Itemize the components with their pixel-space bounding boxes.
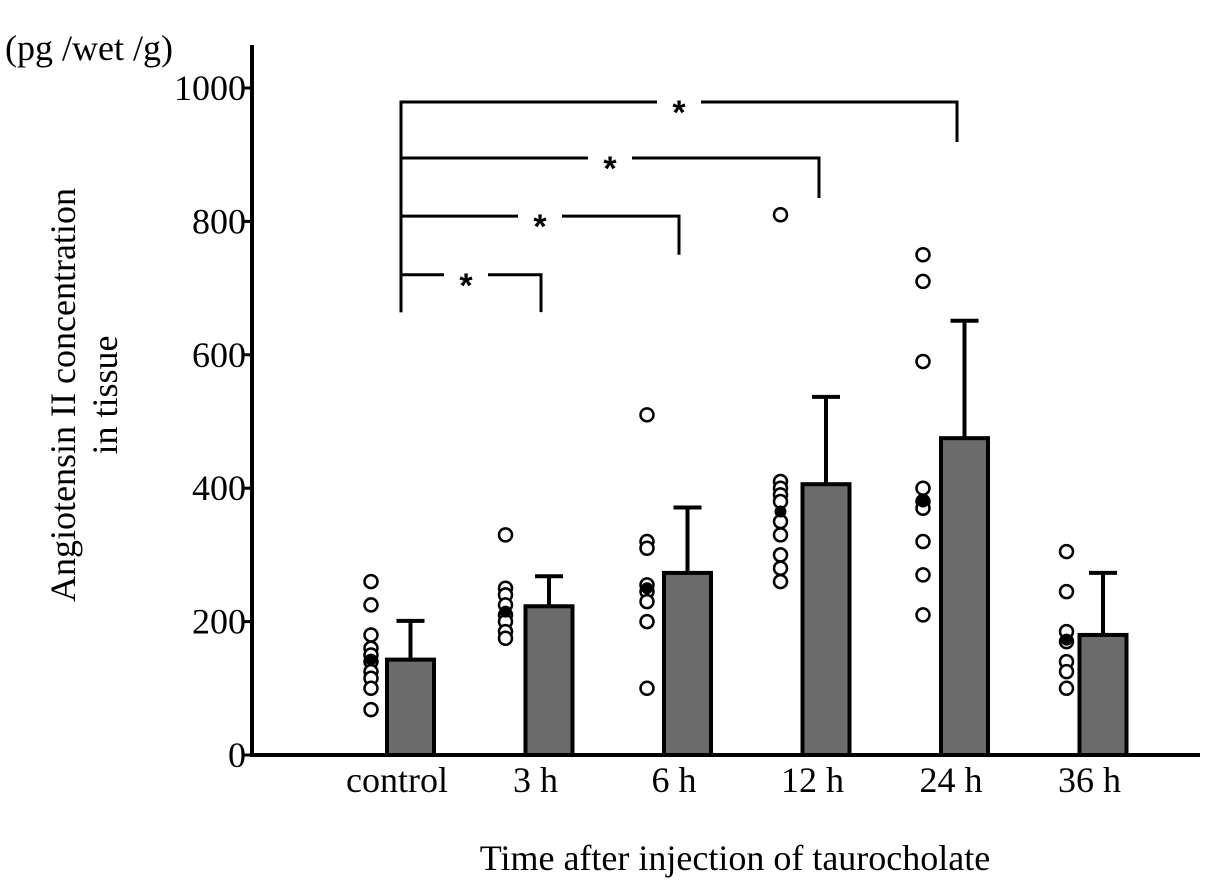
data-point [772, 206, 789, 223]
data-point [363, 573, 379, 590]
x-axis-label: Time after injection of taurocholate [480, 838, 991, 878]
y-tick-label: 0 [228, 735, 246, 775]
data-point [1058, 680, 1075, 697]
data-point [363, 597, 379, 613]
data-point [639, 613, 655, 630]
data-point [915, 273, 931, 290]
data-point [915, 607, 931, 623]
x-tick-label: 36 h [1058, 760, 1121, 800]
y-tick-label: 1000 [174, 68, 246, 108]
data-point [1058, 543, 1075, 560]
data-point [915, 247, 931, 263]
data-point [772, 573, 789, 590]
y-tick-label: 400 [192, 468, 246, 508]
bar-36h [1077, 632, 1129, 757]
median-point [1060, 633, 1073, 646]
data-point [915, 353, 931, 370]
data-point [639, 540, 655, 556]
y-tick-label: 200 [192, 602, 246, 642]
x-tick-label: control [346, 760, 448, 800]
y-axis-label-line2: in tissue [85, 335, 125, 454]
data-point [1058, 663, 1075, 680]
median-point [365, 653, 377, 666]
bar-3h [523, 604, 575, 757]
data-point [639, 680, 655, 697]
median-point [917, 495, 929, 508]
significance-star: * [459, 267, 473, 305]
data-point [772, 547, 789, 563]
bar-24h [939, 436, 990, 757]
significance-star: * [603, 150, 617, 188]
data-point [363, 701, 379, 718]
data-point [772, 527, 789, 543]
units-label: (pg /wet /g) [5, 28, 173, 68]
data-point [1058, 583, 1075, 600]
y-tick-label: 600 [192, 335, 246, 375]
significance-star: * [672, 94, 686, 132]
x-tick-label: 12 h [781, 760, 844, 800]
bar-6h [662, 570, 713, 757]
data-point [772, 560, 789, 576]
data-point [915, 567, 931, 583]
data-point [363, 680, 379, 697]
y-axis-label-line1: Angiotensin II concentration [43, 188, 83, 602]
data-point [497, 630, 514, 647]
data-point [915, 533, 931, 550]
data-point [363, 627, 379, 643]
median-point [774, 505, 787, 518]
y-tick-label: 800 [192, 201, 246, 241]
bar-12h [800, 482, 852, 757]
median-point [499, 605, 512, 618]
median-point [641, 582, 653, 595]
data-point [497, 527, 514, 543]
x-tick-label: 24 h [920, 760, 983, 800]
x-tick-label: 6 h [652, 760, 697, 800]
bar-control [385, 657, 436, 758]
significance-bracket [399, 100, 959, 313]
data-point [915, 480, 931, 496]
data-point [639, 407, 655, 423]
x-tick-label: 3 h [513, 760, 558, 800]
significance-star: * [533, 208, 547, 246]
data-point [639, 593, 655, 610]
